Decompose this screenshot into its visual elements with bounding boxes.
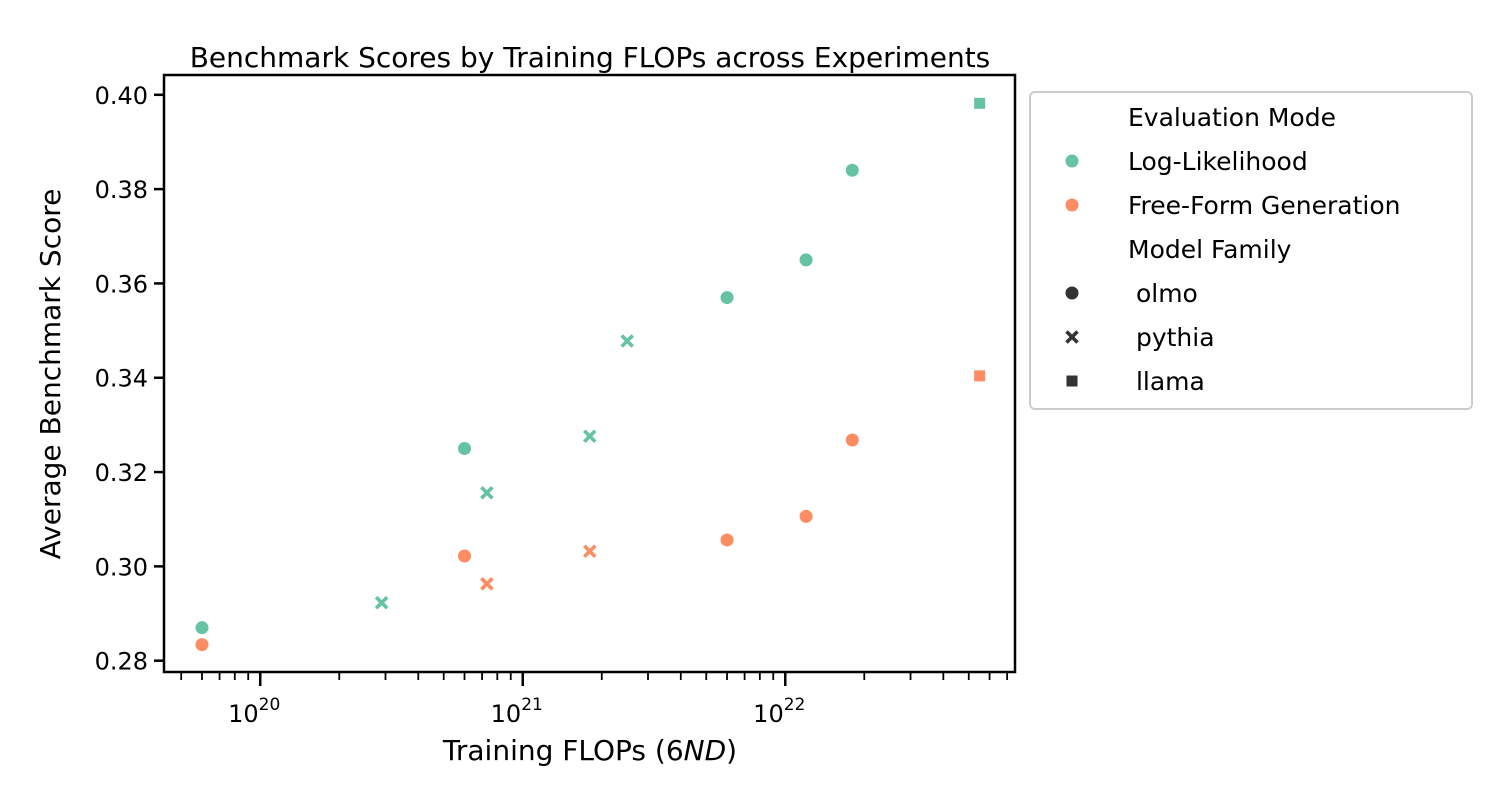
legend-marker (1065, 330, 1079, 344)
data-point-olmo (844, 162, 860, 178)
data-point-pythia (620, 334, 634, 348)
legend-item-label: Log-Likelihood (1128, 147, 1308, 176)
legend-marker (1064, 285, 1080, 301)
data-point-olmo (798, 508, 814, 524)
chart-title: Benchmark Scores by Training FLOPs acros… (190, 41, 991, 74)
y-tick-label: 0.28 (95, 648, 148, 676)
data-point-olmo (719, 290, 735, 306)
data-point-pythia (582, 429, 597, 443)
data-point-olmo (194, 620, 210, 636)
x-tick-label: 1020 (228, 695, 280, 728)
y-tick-label: 0.38 (95, 176, 148, 204)
data-point-llama (974, 97, 986, 109)
legend-marker (1064, 153, 1080, 169)
legend-marker (1066, 375, 1078, 387)
legend-marker (1064, 197, 1080, 213)
y-tick-label: 0.40 (95, 82, 148, 110)
y-tick-label: 0.34 (95, 365, 148, 393)
data-point-olmo (194, 637, 210, 653)
data-point-pythia (480, 486, 494, 500)
data-point-llama (974, 370, 986, 382)
data-point-olmo (844, 432, 860, 448)
legend-item-label: Free-Form Generation (1128, 191, 1400, 220)
data-point-olmo (798, 252, 814, 268)
data-point-pythia (480, 577, 494, 591)
data-point-olmo (719, 532, 735, 548)
x-axis-label: Training FLOPs (6ND) (442, 734, 737, 767)
x-tick-label: 1021 (491, 695, 543, 728)
legend-group-title: Evaluation Mode (1128, 103, 1336, 132)
y-axis-label: Average Benchmark Score (34, 189, 67, 560)
data-point-olmo (457, 548, 473, 564)
legend-frame (1029, 91, 1473, 410)
legend-item-label: olmo (1128, 279, 1198, 308)
plot-frame (162, 73, 1017, 674)
y-tick-label: 0.36 (95, 270, 148, 298)
data-point-pythia (582, 544, 597, 559)
x-tick-label: 1022 (753, 695, 805, 728)
legend-group-title: Model Family (1128, 235, 1292, 264)
legend-item-label: llama (1128, 367, 1205, 396)
y-tick-label: 0.30 (95, 553, 148, 581)
data-point-olmo (457, 440, 473, 456)
y-tick-label: 0.32 (95, 459, 148, 487)
legend-item-label: pythia (1128, 323, 1215, 352)
data-point-pythia (374, 595, 389, 610)
legend: Evaluation Mode Log-Likelihood Free-Form G… (1029, 91, 1473, 410)
